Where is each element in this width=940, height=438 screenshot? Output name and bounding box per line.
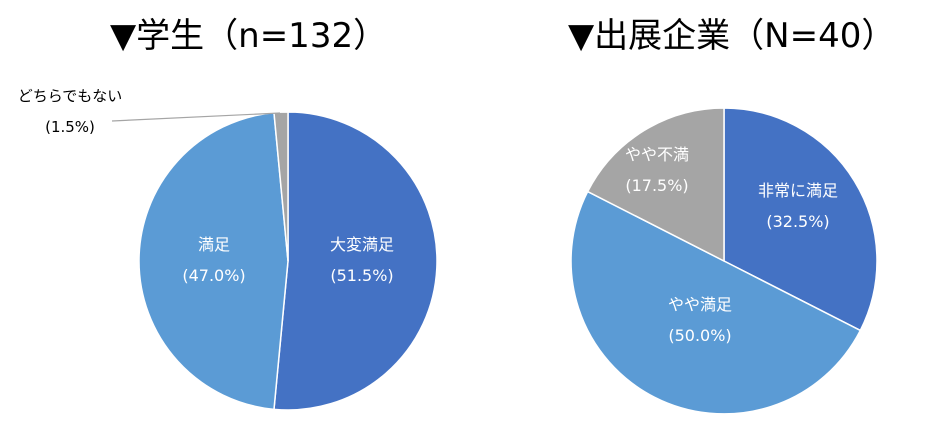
slice-pct-exhibitors-1: (50.0%) xyxy=(668,326,731,345)
slice-pct-students-0: (51.5%) xyxy=(330,266,393,285)
slice-pct-exhibitors-0: (32.5%) xyxy=(766,212,829,231)
slice-label-exhibitors-1: やや満足 xyxy=(668,295,732,314)
slice-pct-students-1: (47.0%) xyxy=(182,266,245,285)
chart-title-exhibitors: ▼出展企業（N=40） xyxy=(568,16,896,56)
slice-pct-students-2: (1.5%) xyxy=(45,118,95,136)
slice-label-exhibitors-0: 非常に満足 xyxy=(758,181,838,200)
slice-label-exhibitors-2: やや不満 xyxy=(625,145,689,164)
slice-label-students-0: 大変満足 xyxy=(330,235,394,254)
pie-slice-exhibitors-2 xyxy=(586,107,725,263)
chart-title-students: ▼学生（n=132） xyxy=(110,16,388,56)
slice-label-students-2: どちらでもない xyxy=(18,87,123,105)
slice-label-students-1: 満足 xyxy=(198,235,230,254)
leader-line-students-2 xyxy=(111,112,281,122)
pie-slice-students-0 xyxy=(273,111,438,411)
pie-slice-students-1 xyxy=(138,111,289,411)
pie-slice-students-2 xyxy=(273,111,289,262)
pie-slice-exhibitors-1 xyxy=(570,190,862,415)
pie-slice-exhibitors-0 xyxy=(723,107,878,332)
slice-pct-exhibitors-2: (17.5%) xyxy=(625,176,688,195)
